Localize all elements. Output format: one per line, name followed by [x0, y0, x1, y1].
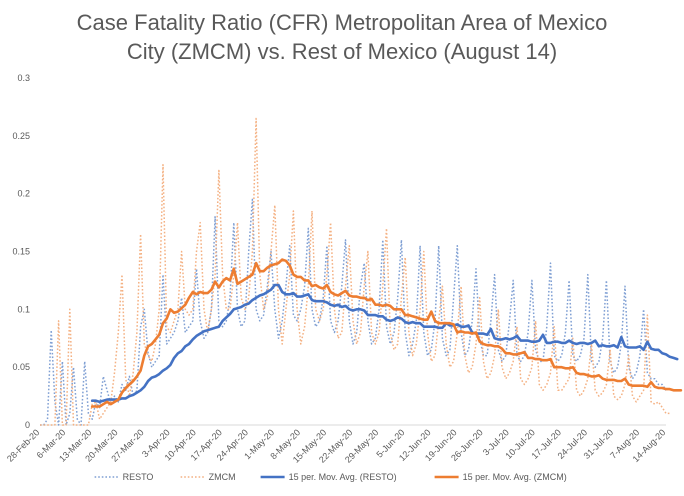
legend-label: 15 per. Mov. Avg. (ZMCM) — [463, 472, 567, 482]
chart-title: Case Fatality Ratio (CFR) Metropolitan A… — [0, 8, 684, 66]
y-tick-label: 0.2 — [17, 189, 30, 199]
y-tick-label: 0.1 — [17, 304, 30, 314]
series-line-3 — [90, 258, 683, 408]
legend-label: 15 per. Mov. Avg. (RESTO) — [289, 472, 397, 482]
series-line-2 — [90, 283, 679, 404]
series-line-1 — [40, 117, 670, 426]
y-tick-label: 0.25 — [12, 131, 30, 141]
legend-label: ZMCM — [209, 472, 236, 482]
legend-label: RESTO — [123, 472, 154, 482]
y-tick-label: 0.3 — [17, 73, 30, 83]
y-tick-label: 0.05 — [12, 362, 30, 372]
x-tick-label: 28-Feb-20 — [5, 427, 41, 463]
chart-title-line-2: City (ZMCM) vs. Rest of Mexico (August 1… — [126, 39, 558, 64]
series-line-0 — [40, 198, 667, 426]
y-tick-label: 0 — [25, 420, 30, 430]
y-tick-label: 0.15 — [12, 247, 30, 257]
chart-title-line-1: Case Fatality Ratio (CFR) Metropolitan A… — [76, 10, 608, 35]
